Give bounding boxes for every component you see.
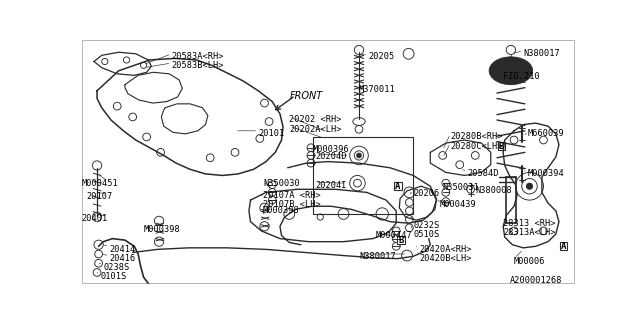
Ellipse shape [489, 57, 532, 84]
Text: M00006: M00006 [514, 257, 545, 266]
Text: A: A [395, 182, 401, 191]
Bar [312, 137, 413, 214]
Text: M660039: M660039 [528, 129, 564, 138]
Text: N350031: N350031 [443, 183, 479, 192]
Text: 20280B<RH>: 20280B<RH> [451, 132, 503, 141]
Text: 20420B<LH>: 20420B<LH> [419, 254, 472, 263]
Text: 0238S: 0238S [103, 263, 129, 272]
Circle shape [526, 183, 532, 189]
Text: M370011: M370011 [359, 84, 396, 93]
Text: 20584D: 20584D [467, 169, 499, 178]
Text: M000394: M000394 [528, 169, 564, 178]
Text: 20107B <LH>: 20107B <LH> [263, 200, 321, 209]
Text: 0101S: 0101S [100, 273, 127, 282]
Text: M000398: M000398 [263, 206, 300, 215]
Text: M000396: M000396 [312, 145, 349, 154]
Text: FIG.210: FIG.210 [503, 72, 540, 81]
Text: A: A [561, 242, 566, 251]
Text: M000447: M000447 [376, 231, 413, 240]
Text: 20583B<LH>: 20583B<LH> [172, 61, 224, 70]
Text: 20204I: 20204I [316, 181, 347, 190]
Text: 20107: 20107 [86, 192, 113, 201]
Circle shape [356, 153, 362, 158]
Text: 20280C<LH>: 20280C<LH> [451, 141, 503, 151]
Bar [397, 236, 404, 244]
Text: 20416: 20416 [109, 254, 136, 263]
Text: 0510S: 0510S [413, 230, 440, 239]
Text: A200001268: A200001268 [509, 276, 562, 284]
Text: B: B [499, 142, 504, 151]
Text: 20583A<RH>: 20583A<RH> [172, 52, 224, 61]
Text: N380017: N380017 [524, 49, 560, 58]
Text: M000398: M000398 [143, 225, 180, 234]
Text: N380017: N380017 [359, 252, 396, 261]
Text: 20202A<LH>: 20202A<LH> [289, 124, 342, 134]
Text: 0232S: 0232S [413, 221, 440, 230]
Text: N350030: N350030 [263, 179, 300, 188]
Bar [394, 182, 402, 190]
Text: M000451: M000451 [81, 179, 118, 188]
Text: 20204D: 20204D [316, 152, 347, 161]
Text: 20414: 20414 [109, 245, 136, 254]
Text: 20205: 20205 [368, 52, 394, 61]
Text: 28313 <RH>: 28313 <RH> [503, 219, 556, 228]
Text: 20202 <RH>: 20202 <RH> [289, 116, 342, 124]
Text: 28313A<LH>: 28313A<LH> [503, 228, 556, 237]
Bar [498, 142, 506, 150]
Text: 20401: 20401 [81, 214, 108, 223]
Text: N380008: N380008 [476, 186, 512, 195]
Text: 20107A <RH>: 20107A <RH> [263, 191, 321, 200]
Text: FRONT: FRONT [289, 91, 323, 101]
Text: 20420A<RH>: 20420A<RH> [419, 245, 472, 254]
Bar [560, 243, 568, 250]
Text: 20206: 20206 [413, 188, 440, 197]
Text: 20101: 20101 [259, 129, 285, 138]
Text: B: B [398, 236, 404, 245]
Text: M000439: M000439 [440, 200, 476, 209]
